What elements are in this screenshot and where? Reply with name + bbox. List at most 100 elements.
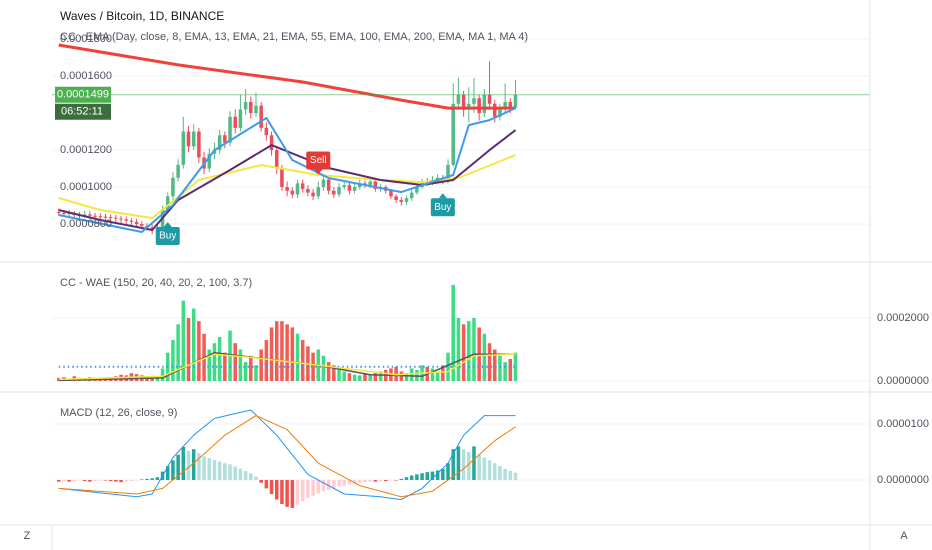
- wae-bar: [223, 352, 227, 382]
- macd-bar: [197, 453, 201, 480]
- wae-bar: [191, 308, 196, 382]
- candle-body: [467, 103, 471, 110]
- wae-bar: [487, 343, 492, 382]
- macd-bar: [285, 479, 289, 507]
- candle-body: [487, 94, 492, 104]
- signal-box: [155, 226, 180, 245]
- candle-body: [67, 213, 71, 215]
- signal-pointer: [163, 221, 172, 227]
- macd-bar: [316, 479, 321, 494]
- candle-body: [124, 219, 128, 221]
- macd-bar: [274, 479, 279, 500]
- macd-bar: [150, 478, 154, 480]
- indicator-title: MACD (12, 26, close, 9): [60, 407, 177, 419]
- candle-body: [503, 101, 507, 110]
- wae-bar: [358, 375, 362, 382]
- macd-bar: [233, 466, 237, 480]
- candle-body: [186, 131, 191, 147]
- macd-bar: [394, 479, 398, 481]
- candle-body: [264, 127, 269, 136]
- wae-bar: [295, 333, 300, 382]
- macd-bar: [347, 479, 352, 485]
- candle-body: [409, 192, 414, 199]
- wae-bar: [492, 349, 497, 382]
- macd-bar: [165, 465, 170, 480]
- macd-bar: [415, 474, 419, 480]
- wae-bar: [290, 327, 295, 382]
- candle-body: [316, 187, 321, 197]
- macd-bar: [399, 478, 404, 480]
- wae-bar: [456, 318, 461, 382]
- candle-body: [290, 190, 295, 195]
- candle-body: [404, 198, 409, 202]
- wae-bar: [467, 321, 471, 382]
- candle-body: [238, 109, 243, 128]
- wae-bar: [347, 373, 352, 382]
- wae-bar: [285, 324, 289, 382]
- candle-body: [233, 116, 237, 128]
- candle-body: [389, 190, 393, 197]
- macd-bar: [503, 468, 507, 480]
- macd-bar: [223, 463, 227, 480]
- candle-body: [150, 227, 154, 229]
- indicator-line: [58, 129, 517, 231]
- candle-body: [140, 224, 144, 226]
- candle-body: [129, 220, 134, 222]
- macd-bar: [269, 479, 274, 494]
- macd-bar: [202, 456, 206, 480]
- axis-button[interactable]: Z: [24, 530, 31, 542]
- axis-button[interactable]: A: [900, 530, 908, 542]
- y-tick-label: 0.0001600: [60, 70, 112, 82]
- macd-bar: [119, 479, 123, 483]
- wae-bar: [332, 365, 336, 382]
- wae-bar: [311, 352, 315, 382]
- candle-body: [415, 187, 419, 193]
- macd-bar: [363, 479, 367, 483]
- candle-body: [249, 101, 253, 114]
- macd-bar: [67, 479, 71, 482]
- macd-bar: [378, 479, 383, 482]
- macd-bar: [207, 458, 212, 480]
- macd-bar: [295, 479, 300, 505]
- macd-bar: [290, 479, 295, 508]
- y-tick-label: 0.0000000: [877, 375, 929, 387]
- candle-body: [62, 212, 66, 214]
- wae-bar: [217, 336, 222, 382]
- indicator-line: [58, 415, 516, 498]
- candle-body: [435, 177, 440, 180]
- chart-title: Waves / Bitcoin, 1D, BINANCE: [60, 9, 224, 23]
- candle-body: [223, 135, 227, 143]
- candle-body: [337, 187, 341, 195]
- macd-bar: [368, 479, 372, 482]
- indicator-line: [58, 409, 516, 501]
- wae-bar: [212, 343, 217, 382]
- wae-bar: [513, 352, 518, 382]
- y-tick-label: 0.0000000: [877, 474, 929, 486]
- candle-body: [82, 214, 87, 216]
- macd-bar: [446, 463, 450, 480]
- wae-bar: [373, 373, 378, 382]
- candle-body: [212, 150, 217, 154]
- macd-bar: [358, 479, 362, 483]
- macd-bar: [451, 449, 455, 480]
- macd-bar: [321, 479, 326, 492]
- macd-bar: [337, 479, 341, 487]
- candle-body: [461, 94, 466, 110]
- wae-bar: [441, 365, 445, 382]
- candle-body: [56, 212, 61, 214]
- wae-bar: [197, 321, 201, 382]
- candle-body: [274, 150, 279, 169]
- candle-body: [259, 105, 263, 128]
- candle-body: [108, 217, 113, 219]
- macd-bar: [82, 479, 87, 482]
- candle-body: [508, 101, 513, 108]
- macd-bar: [326, 479, 331, 491]
- macd-bar: [134, 479, 139, 481]
- wae-bar: [363, 374, 367, 382]
- wae-bar: [508, 358, 513, 382]
- candle-body: [472, 98, 476, 104]
- macd-bar: [467, 451, 471, 480]
- wae-bar: [171, 340, 175, 382]
- macd-bar: [93, 479, 97, 482]
